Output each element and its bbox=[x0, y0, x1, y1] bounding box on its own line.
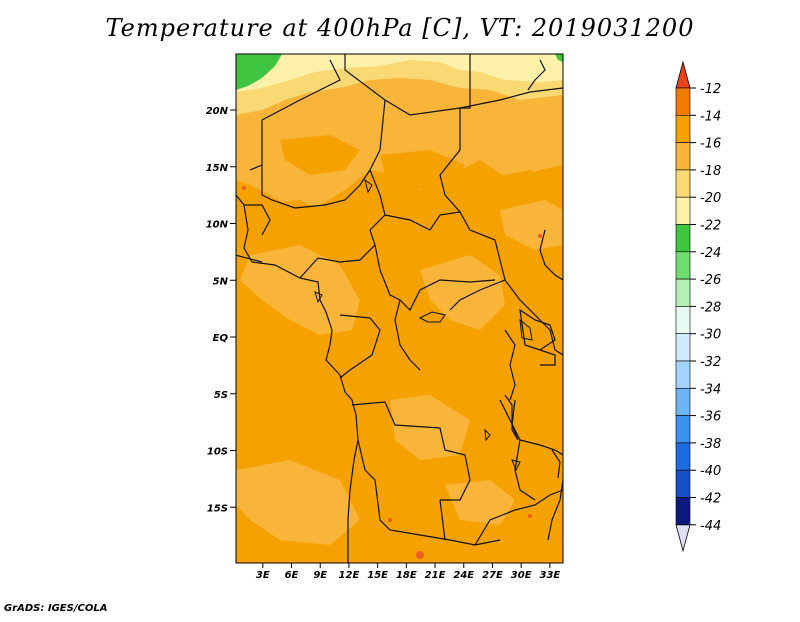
field-m20-m22 bbox=[236, 54, 563, 92]
colorbar-label: -16 bbox=[700, 137, 721, 152]
colorbar-label: -24 bbox=[700, 246, 721, 261]
colorbar-label: -44 bbox=[700, 519, 721, 534]
colorbar-label: -18 bbox=[700, 164, 721, 179]
colorbar-swatch bbox=[675, 196, 691, 225]
colorbar-swatch bbox=[675, 333, 691, 362]
colorbar-swatch bbox=[675, 387, 691, 416]
lat-tick-label: 20N bbox=[206, 106, 229, 117]
colorbar-label: -12 bbox=[700, 82, 721, 97]
colorbar-label: -36 bbox=[700, 410, 721, 425]
colorbar-label: -28 bbox=[700, 300, 721, 315]
lat-tick-label: 15N bbox=[206, 163, 229, 174]
lat-tick-label: 5S bbox=[214, 390, 228, 401]
colorbar-label: -20 bbox=[700, 191, 721, 206]
colorbar-swatch bbox=[675, 169, 691, 198]
colorbar-swatch bbox=[675, 224, 691, 253]
longitude-axis: 3E 6E 9E 12E 15E 18E 21E 24E 27E 30E 33E bbox=[256, 563, 561, 581]
colorbar-swatch bbox=[675, 87, 691, 116]
colorbar-swatch bbox=[675, 360, 691, 389]
lon-tick-label: 33E bbox=[540, 570, 561, 581]
field-m22-m24 bbox=[236, 54, 282, 90]
colorbar-label: -34 bbox=[700, 382, 721, 397]
lon-tick-label: 3E bbox=[256, 570, 270, 581]
colorbar-label: -40 bbox=[700, 464, 721, 479]
lon-tick-label: 15E bbox=[367, 570, 388, 581]
field-m16-m18 bbox=[236, 54, 563, 545]
colorbar: -12 -14 -16 -18 -20 -22 -24 -26 -28 -30 -32 -34 -36 -… bbox=[675, 60, 721, 553]
colorbar-swatch bbox=[675, 278, 691, 307]
colorbar-swatch bbox=[675, 469, 691, 498]
chart-title: Temperature at 400hPa [C], VT: 201903120… bbox=[105, 14, 695, 42]
colorbar-label: -14 bbox=[700, 109, 721, 124]
colorbar-swatch bbox=[675, 497, 691, 526]
colorbar-swatch bbox=[675, 115, 691, 143]
map-plot-area bbox=[236, 54, 563, 563]
lat-tick-label: 10N bbox=[206, 220, 229, 231]
colorbar-swatch bbox=[675, 251, 691, 280]
map-frame bbox=[235, 53, 564, 564]
lon-tick-label: 30E bbox=[511, 570, 532, 581]
colorbar-label: -38 bbox=[700, 437, 721, 452]
grads-credit: GrADS: IGES/COLA bbox=[4, 603, 108, 614]
lon-tick-label: 21E bbox=[425, 570, 446, 581]
lon-tick-label: 18E bbox=[396, 570, 417, 581]
lon-tick-label: 9E bbox=[313, 570, 327, 581]
field-hot-spots bbox=[242, 186, 542, 559]
lat-tick-label: 15S bbox=[207, 503, 228, 514]
coastlines-borders bbox=[236, 54, 563, 563]
lakes bbox=[314, 178, 533, 472]
colorbar-bottom-triangle bbox=[675, 524, 691, 553]
colorbar-label: -32 bbox=[700, 355, 721, 370]
colorbar-swatch bbox=[675, 306, 691, 334]
latitude-axis: 20N 15N 10N 5N EQ 5S 10S 15S bbox=[206, 106, 236, 514]
lon-tick-label: 24E bbox=[453, 570, 474, 581]
colorbar-swatch bbox=[675, 442, 691, 471]
lon-tick-label: 6E bbox=[285, 570, 299, 581]
lat-tick-label: 5N bbox=[213, 276, 229, 287]
lat-tick-label: EQ bbox=[213, 333, 229, 344]
colorbar-label: -30 bbox=[700, 328, 721, 343]
lat-tick-label: 10S bbox=[207, 447, 228, 458]
lon-tick-label: 27E bbox=[482, 570, 503, 581]
colorbar-label: -22 bbox=[700, 219, 721, 234]
colorbar-label: -42 bbox=[700, 492, 721, 507]
colorbar-top-triangle bbox=[675, 60, 691, 89]
field-m22-m24-ne bbox=[555, 54, 563, 62]
colorbar-swatch bbox=[675, 415, 691, 444]
colorbar-label: -26 bbox=[700, 273, 721, 288]
colorbar-swatch bbox=[675, 142, 691, 171]
lon-tick-label: 12E bbox=[339, 570, 360, 581]
